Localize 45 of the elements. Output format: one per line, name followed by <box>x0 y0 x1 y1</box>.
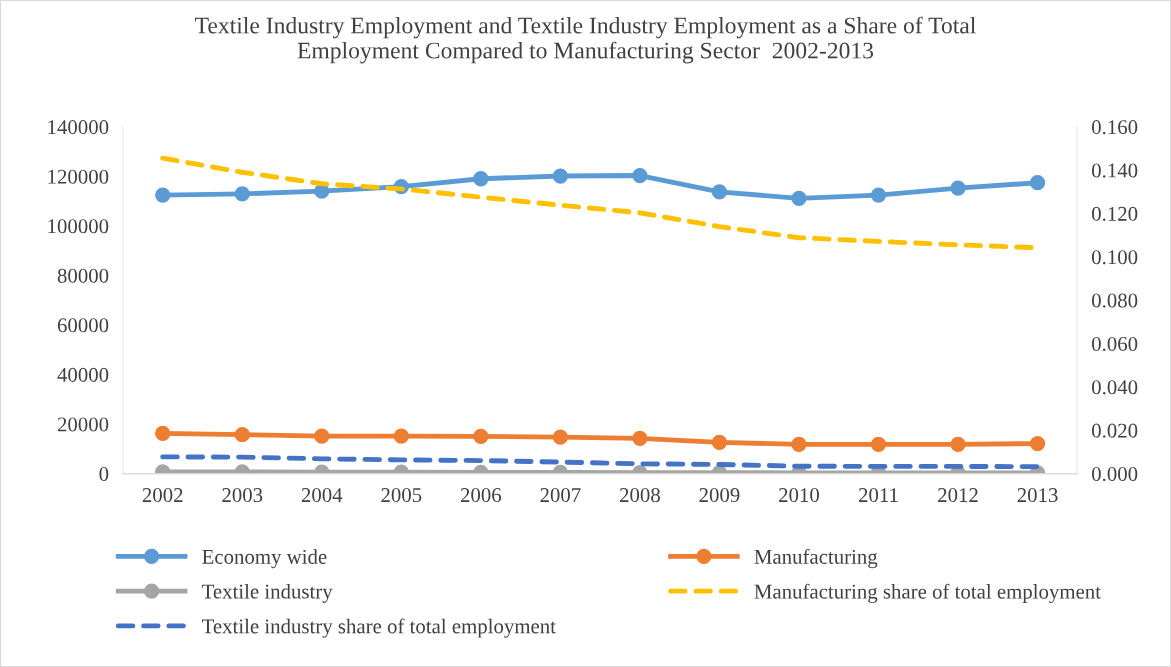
x-tick-label: 2013 <box>1017 488 1058 503</box>
y2-tick-label: 0.060 <box>1092 336 1138 352</box>
legend-label: Textile industry <box>202 583 333 603</box>
y2-tick-label: 0.020 <box>1092 423 1138 438</box>
x-tick-label: 2005 <box>381 488 422 503</box>
x-tick-label: 2003 <box>222 488 263 503</box>
point <box>155 187 171 203</box>
legend-label: Textile industry share of total employment <box>202 618 556 638</box>
x-tick-label: 2004 <box>301 488 343 503</box>
y2-tick-label: 0.100 <box>1092 250 1138 265</box>
x-tick-label: 2009 <box>699 488 740 503</box>
y2-tick-label: 0.160 <box>1092 120 1138 135</box>
y-tick-label: 0 <box>99 466 109 481</box>
x-tick-label: 2007 <box>540 488 581 503</box>
y2-tick-label: 0.120 <box>1092 206 1138 221</box>
y2-tick-label: 0.000 <box>1092 466 1138 482</box>
x-tick-label: 2012 <box>938 488 978 503</box>
point <box>791 190 807 206</box>
point <box>870 187 887 203</box>
y2-tick-label: 0.140 <box>1092 163 1138 178</box>
point <box>1029 175 1046 191</box>
y-tick-label: 60000 <box>57 318 109 333</box>
y-tick-label: 100000 <box>48 219 109 234</box>
chart-title: Textile Industry Employment and Textile Industry Employment as a Share of Total Employment Compared to Manufacturing Sector 2002-2013 <box>195 16 976 64</box>
x-tick-label: 2006 <box>460 488 502 503</box>
point <box>473 171 489 187</box>
point <box>234 186 250 202</box>
x-tick-label: 2002 <box>142 488 183 503</box>
x-tick-label: 2011 <box>858 488 898 503</box>
legend-label: Manufacturing share of total employment <box>754 583 1101 603</box>
y-tick-label: 40000 <box>57 367 109 382</box>
x-tick-label: 2008 <box>619 488 660 503</box>
point <box>950 180 966 196</box>
y2-tick-label: 0.080 <box>1092 293 1138 308</box>
y-tick-label: 20000 <box>57 417 109 432</box>
legend-label: Manufacturing <box>754 549 878 569</box>
y2-tick-label: 0.040 <box>1092 380 1138 395</box>
x-tick-label: 2010 <box>779 488 819 503</box>
point <box>711 184 728 200</box>
y-tick-label: 140000 <box>48 120 109 135</box>
y-tick-label: 80000 <box>57 268 109 283</box>
point <box>552 168 569 184</box>
y-tick-label: 120000 <box>48 169 109 184</box>
legend-label: Economy wide <box>202 549 327 569</box>
point <box>632 167 648 184</box>
